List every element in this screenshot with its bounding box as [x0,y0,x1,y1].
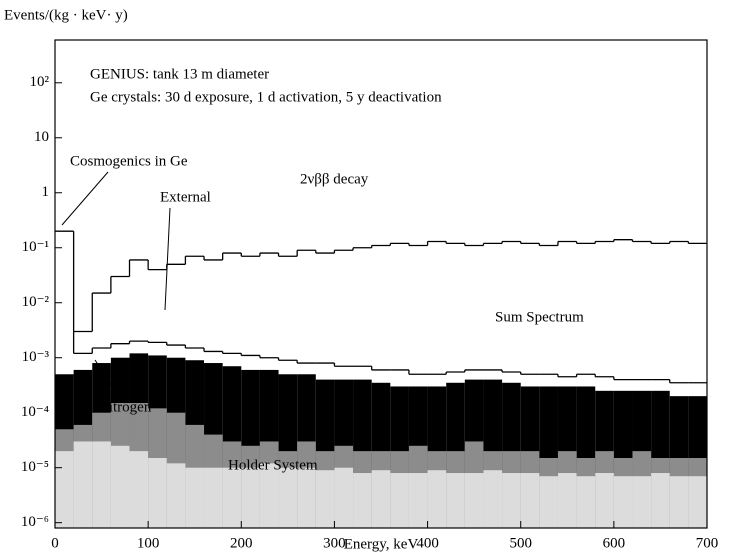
bar [204,467,223,528]
annotation: GENIUS: tank 13 m diameter [90,66,269,82]
bar [278,467,298,528]
bar [73,441,93,528]
bar [651,473,670,528]
y-tick-label: 10⁻¹ [22,239,49,255]
bar [353,473,372,528]
bar [315,470,335,528]
y-tick-label: 10² [30,74,50,90]
bar [446,473,465,528]
x-tick-label: 500 [509,535,532,551]
x-tick-label: 200 [230,535,253,551]
series-label: 2νββ decay [300,171,369,187]
series-label: Holder System [228,457,318,473]
y-tick-label: 10⁻² [22,294,50,310]
bar [371,470,391,528]
y-tick-label: 10⁻³ [22,349,50,365]
bar [688,476,707,528]
bar [92,441,111,528]
bar [259,463,279,528]
bar [408,473,428,528]
bar [613,476,633,528]
x-tick-label: 700 [696,535,719,551]
y-tick-label: 10⁻⁴ [21,404,49,420]
y-tick-label: 10⁻⁶ [21,514,49,530]
plot-frame [54,39,708,529]
y-tick-label: 1 [42,184,50,200]
bar [483,470,503,528]
x-tick-label: 300 [323,535,346,551]
bar [110,445,130,528]
bar [520,473,540,528]
x-tick-label: 0 [51,535,59,551]
series-label: External [160,189,211,205]
bar [129,451,149,528]
bar [502,473,521,528]
bar [576,476,596,528]
bar [241,467,260,528]
annotation: Ge crystals: 30 d exposure, 1 d activati… [90,89,442,105]
label-pointer [94,359,121,399]
bar [166,463,186,528]
bar [222,467,242,528]
x-tick-label: 400 [416,535,439,551]
bar [390,473,409,528]
bar [297,467,316,528]
y-axis-label: Events/(kg · keV· y) [4,7,128,23]
annotation: Cosmogenics in Ge [70,153,188,169]
annotation-pointer [61,171,109,226]
bar [632,476,652,528]
label-pointer [164,207,171,311]
bar [148,458,167,528]
series-label: Sum Spectrum [495,309,584,325]
bar [55,451,74,528]
bar [185,467,205,528]
bar [539,476,558,528]
x-axis-label: Energy, keV [344,536,419,552]
series-label: Nitrogen [98,399,152,415]
y-tick-label: 10 [34,129,49,145]
x-tick-label: 100 [137,535,160,551]
y-tick-label: 10⁻⁵ [21,459,49,475]
bar [427,470,447,528]
bar [595,473,614,528]
bar [464,473,484,528]
x-tick-label: 600 [603,535,626,551]
bar [669,476,689,528]
bar [557,473,577,528]
bar [334,467,354,528]
